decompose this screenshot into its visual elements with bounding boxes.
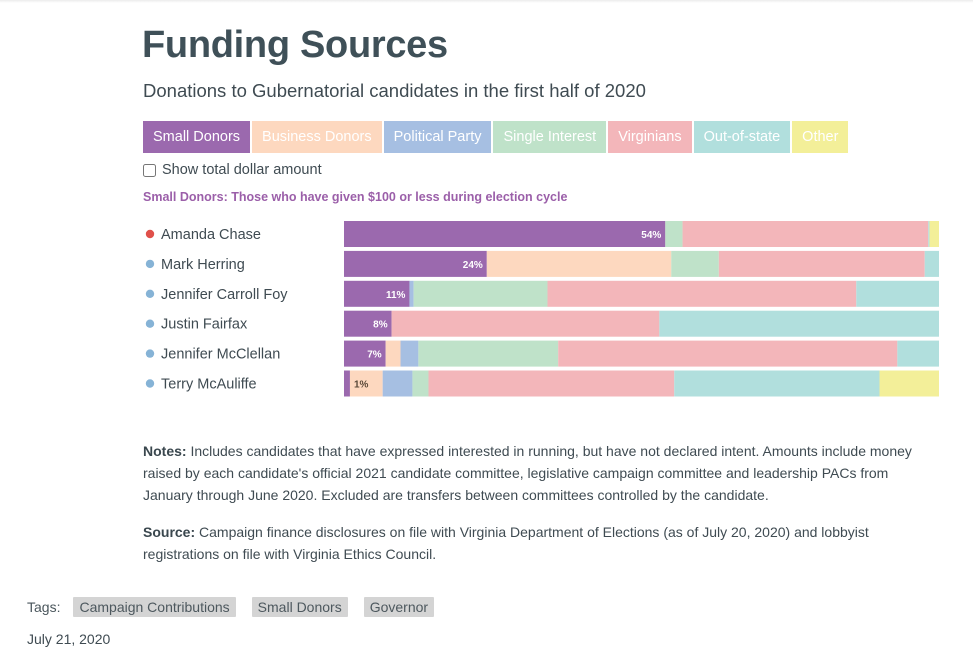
bar-segment[interactable] — [547, 280, 857, 307]
bar-segment[interactable] — [928, 221, 930, 247]
category-tabs: Small Donors Business Donors Political Par… — [143, 121, 850, 153]
bar-segment[interactable] — [856, 280, 939, 307]
bar-segment[interactable] — [665, 221, 683, 247]
candidate-label: Jennifer McClellan — [161, 347, 280, 363]
show-total-checkbox[interactable] — [143, 163, 156, 177]
bar-segment[interactable] — [897, 340, 939, 367]
bar-segment[interactable] — [486, 250, 672, 277]
source-label: Source: — [143, 524, 196, 540]
tab-small-donors[interactable]: Small Donors — [143, 121, 251, 153]
source: Source: Campaign finance disclosures on … — [143, 521, 933, 565]
tab-other[interactable]: Other — [792, 121, 849, 153]
source-text: Campaign finance disclosures on file wit… — [143, 524, 869, 562]
bar-value-label: 54% — [641, 230, 661, 241]
publish-date: July 21, 2020 — [27, 631, 111, 647]
tab-single-interest[interactable]: Single Interest — [493, 121, 607, 153]
tab-political-party[interactable]: Political Party — [383, 121, 492, 153]
bar-value-label: 1% — [354, 380, 369, 391]
bar-segment[interactable] — [344, 250, 487, 277]
notes: Notes: Includes candidates that have exp… — [143, 440, 933, 506]
bar-segment[interactable] — [558, 340, 898, 367]
bar-segment[interactable] — [674, 370, 880, 397]
party-dot — [145, 259, 155, 269]
bar-segment[interactable] — [718, 250, 925, 277]
party-dot — [145, 289, 155, 298]
party-dot — [145, 379, 155, 388]
candidate-label: Jennifer Carroll Foy — [161, 287, 288, 303]
bar-segment[interactable] — [682, 221, 929, 247]
bar-segment[interactable] — [413, 280, 548, 307]
notes-label: Notes: — [143, 443, 187, 459]
bar-segment[interactable] — [659, 310, 939, 337]
tab-virginians[interactable]: Virginians — [608, 121, 692, 153]
party-dot — [145, 349, 155, 358]
show-total-toggle[interactable]: Show total dollar amount — [141, 162, 322, 178]
bar-value-label: 7% — [367, 350, 382, 361]
bar-segment[interactable] — [344, 280, 410, 307]
tag-governor[interactable]: Governor — [363, 597, 435, 617]
show-total-label: Show total dollar amount — [162, 162, 322, 178]
category-description: Small Donors: Those who have given $100 … — [143, 190, 568, 204]
tab-out-of-state[interactable]: Out-of-state — [693, 121, 791, 153]
top-shadow — [0, 0, 973, 3]
bar-segment[interactable] — [344, 370, 350, 397]
bar-value-label: 8% — [373, 320, 388, 331]
bar-segment[interactable] — [400, 340, 419, 367]
bar-segment[interactable] — [418, 340, 559, 367]
bar-segment[interactable] — [349, 370, 383, 397]
tag-campaign-contributions[interactable]: Campaign Contributions — [73, 597, 236, 617]
notes-text: Includes candidates that have expressed … — [143, 443, 912, 503]
bar-segment[interactable] — [385, 340, 401, 367]
candidate-label: Amanda Chase — [161, 227, 261, 243]
bar-segment[interactable] — [344, 340, 386, 367]
bar-value-label: 11% — [386, 290, 406, 301]
bar-segment[interactable] — [344, 310, 392, 337]
bar-segment[interactable] — [924, 250, 939, 277]
candidate-label: Terry McAuliffe — [161, 377, 257, 393]
bar-segment[interactable] — [428, 370, 675, 397]
tags-label: Tags: — [27, 599, 61, 615]
candidate-label: Mark Herring — [161, 257, 245, 273]
page-title: Funding Sources — [142, 24, 448, 66]
party-dot — [145, 319, 155, 328]
bar-segment[interactable] — [929, 221, 939, 247]
tags: Tags: Campaign Contributions Small Donor… — [27, 597, 450, 617]
bar-segment[interactable] — [344, 221, 666, 247]
bar-segment[interactable] — [391, 310, 660, 337]
stacked-bar-chart: Amanda Chase 54% Mark Herring 24% Jennifer C… — [145, 221, 940, 397]
page-subtitle: Donations to Gubernatorial candidates in… — [143, 80, 646, 101]
bar-segment[interactable] — [879, 370, 940, 397]
tag-small-donors[interactable]: Small Donors — [251, 597, 348, 617]
bar-segment[interactable] — [382, 370, 413, 397]
candidate-label: Justin Fairfax — [161, 317, 248, 333]
bar-value-label: 24% — [463, 260, 483, 271]
tab-business-donors[interactable]: Business Donors — [252, 121, 382, 153]
bar-segment[interactable] — [409, 280, 414, 307]
bar-segment[interactable] — [671, 250, 719, 277]
bar-segment[interactable] — [412, 370, 429, 397]
party-dot — [145, 229, 155, 239]
